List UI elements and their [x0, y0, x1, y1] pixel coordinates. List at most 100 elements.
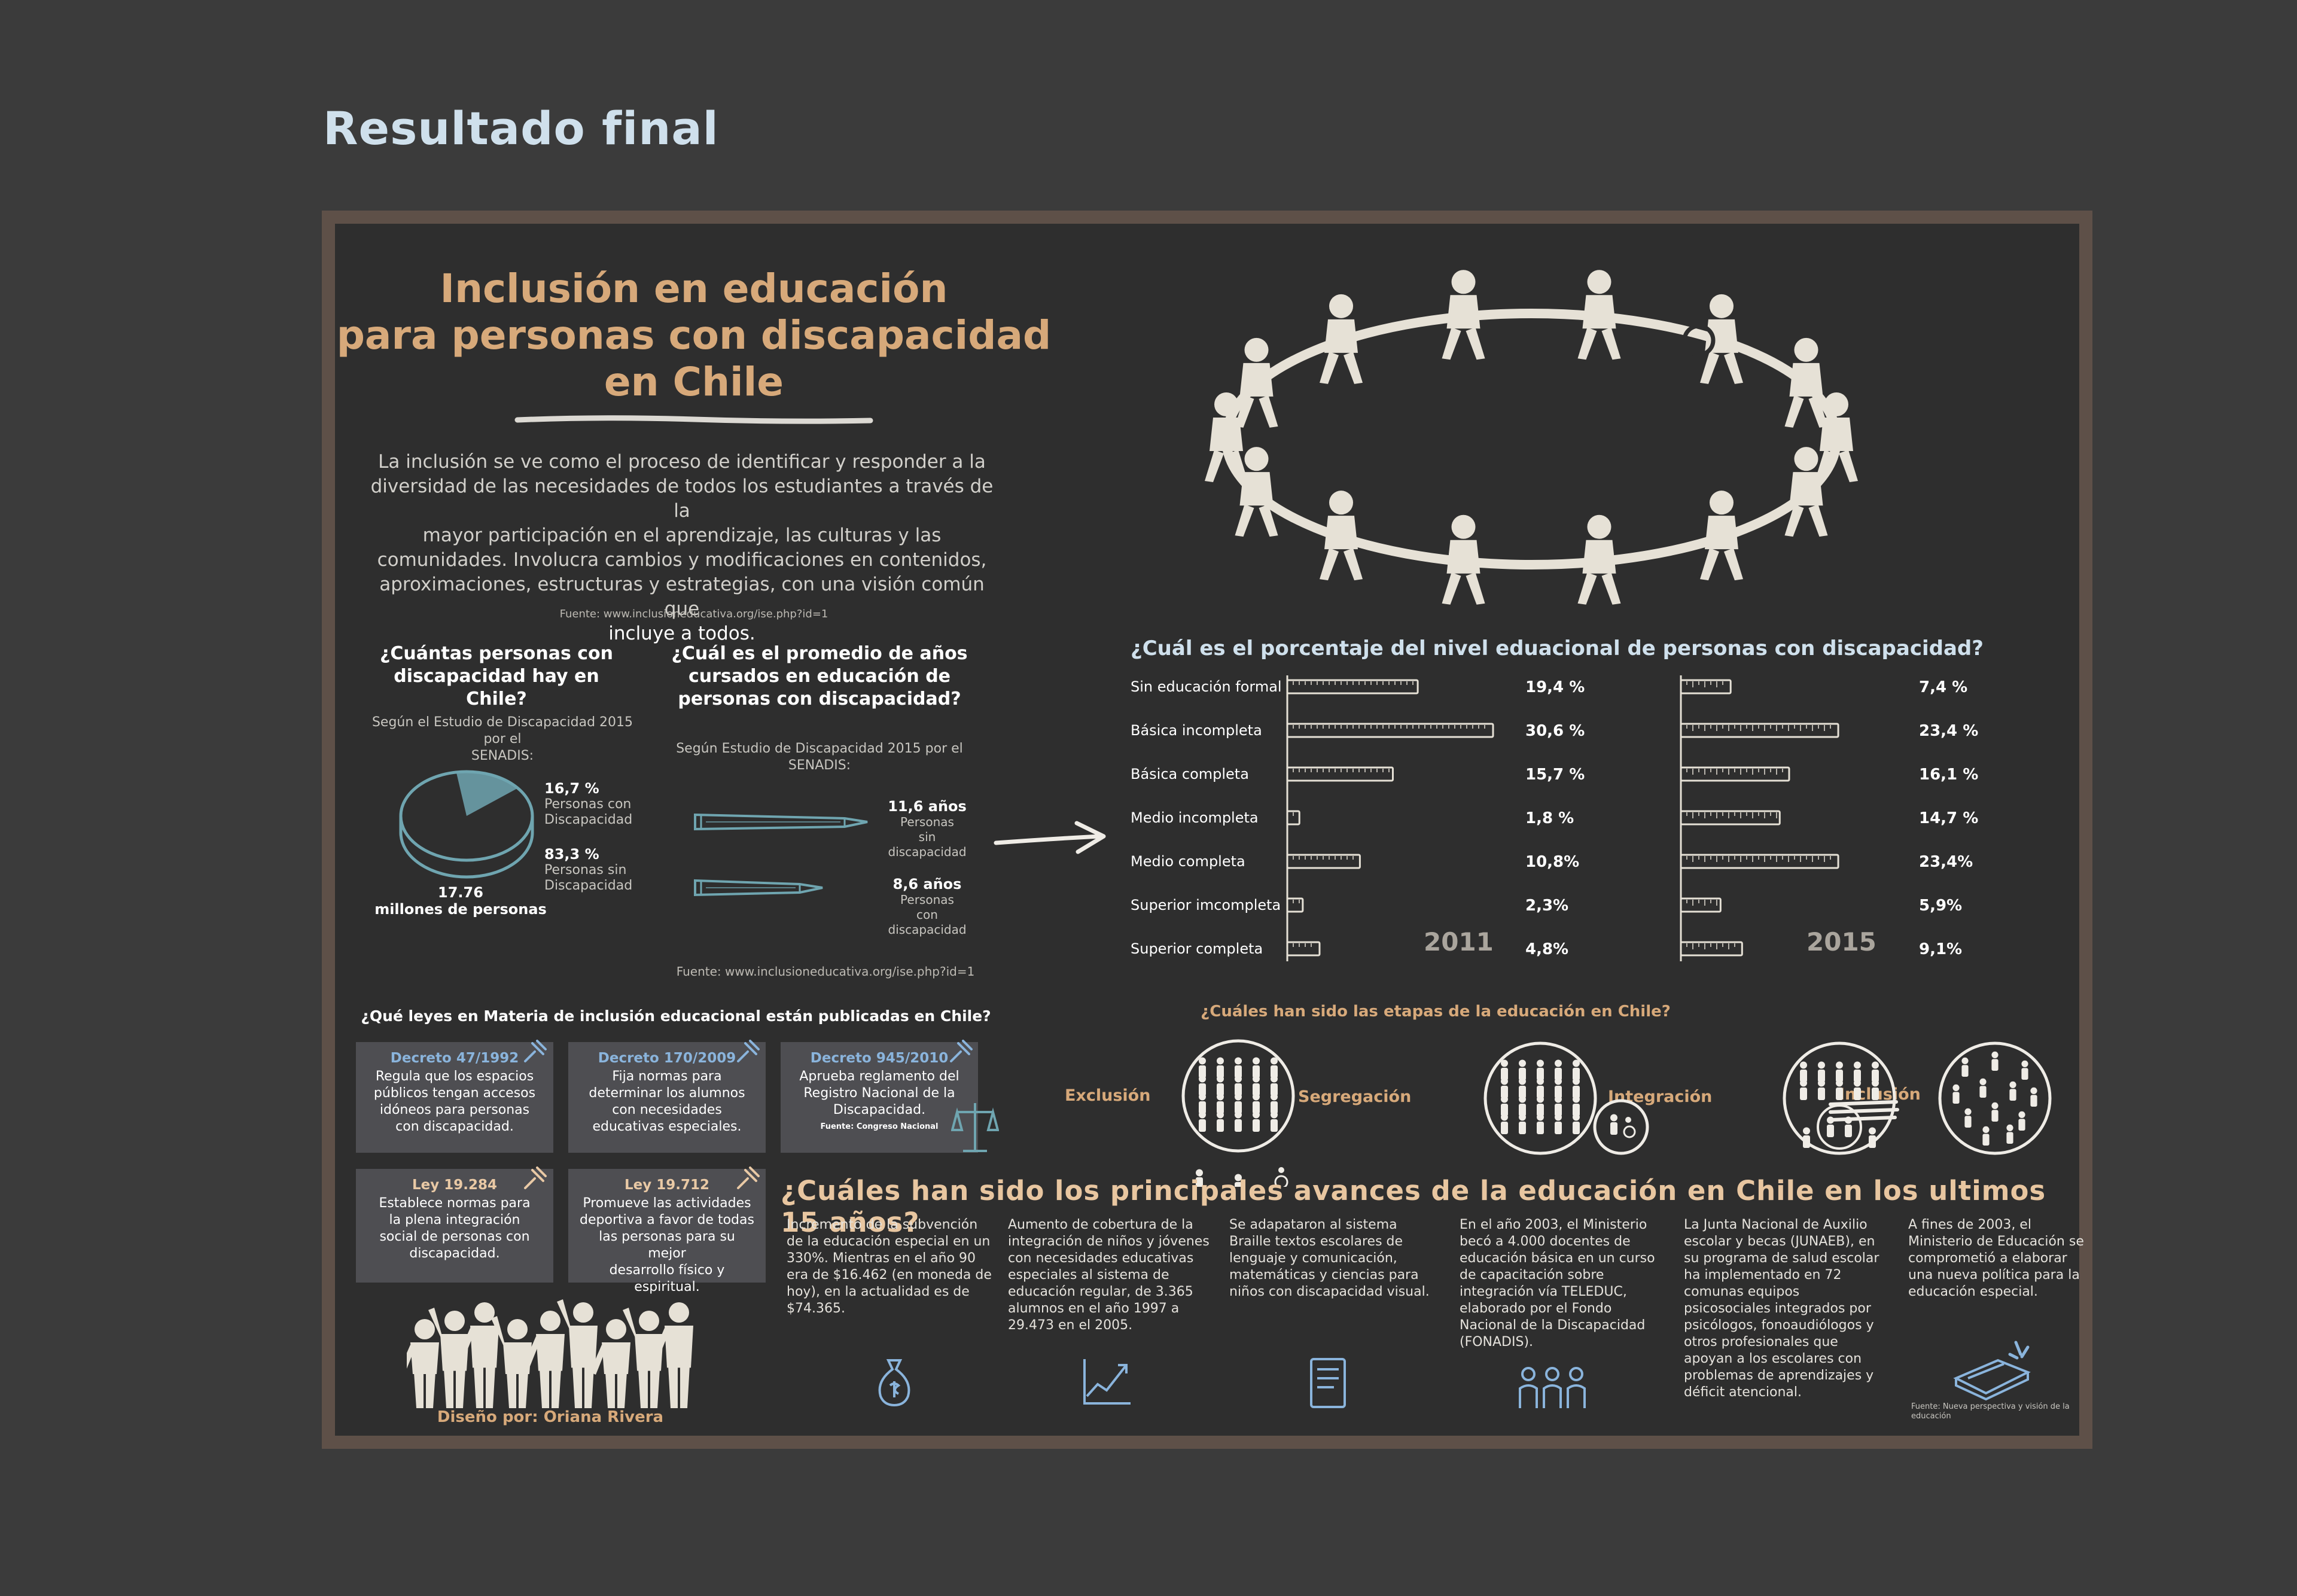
pin-icon — [737, 1166, 760, 1189]
advance-line: En el año 2003, el Ministerio — [1460, 1217, 1647, 1232]
justice-scale-icon — [951, 1103, 999, 1152]
advances-source: Fuente: Nueva perspectiva y visión de la… — [1911, 1402, 2091, 1421]
advance-line: Ministerio de Educación se — [1908, 1234, 2084, 1249]
person-icon — [1235, 1111, 1242, 1132]
law-title: Decreto 945/2010 — [810, 1050, 949, 1066]
advance-line: otros profesionales que — [1684, 1335, 1838, 1350]
bar-category-label: Medio incompleta — [1131, 809, 1259, 826]
law-title: Decreto 47/1992 — [390, 1050, 519, 1066]
dancing-figure — [1577, 514, 1621, 605]
person-icon — [2006, 1124, 2013, 1144]
person-icon — [1519, 1077, 1526, 1098]
person-icon — [1818, 1061, 1825, 1082]
law-line: Discapacidad. — [833, 1102, 926, 1117]
bar-2011 — [1286, 679, 1419, 695]
law-line: con necesidades — [612, 1102, 722, 1117]
person-icon — [1952, 1084, 1960, 1104]
stat-disability: 16,7 % Personas con Discapacidad — [544, 780, 664, 828]
note-line: Según el Estudio de Discapacidad 2015 po… — [371, 715, 633, 747]
law-line: públicos tengan accesos — [373, 1086, 536, 1101]
pencil-bars — [694, 813, 868, 897]
pie-slice-disability — [456, 772, 518, 816]
person-icon — [2030, 1087, 2037, 1107]
person-icon — [1199, 1075, 1206, 1096]
person-icon — [1854, 1061, 1861, 1082]
policy-book-icon — [1953, 1341, 2031, 1401]
law-card-ley-19284: Ley 19.284 Establece normas para la plen… — [356, 1169, 553, 1283]
person-icon — [1979, 1078, 1987, 1098]
law-line: Fija normas para — [612, 1069, 722, 1084]
bar-2011 — [1286, 941, 1321, 957]
group-person-figure — [623, 1308, 663, 1408]
question-line: ¿Cuál es el promedio de años — [671, 643, 968, 664]
bar-value-label: 23,4 % — [1919, 722, 1978, 740]
advance-line: lenguaje y comunicación, — [1229, 1251, 1397, 1266]
advance-column-braille: Se adapataron al sistema Braille textos … — [1229, 1217, 1451, 1300]
law-line: deportiva a favor de todas — [580, 1213, 754, 1228]
person-icon — [1610, 1114, 1617, 1135]
dancing-figure — [1320, 491, 1363, 581]
person-icon — [1501, 1113, 1508, 1134]
stat-label: Personas con — [544, 797, 632, 812]
pencil-bar-with-disability — [694, 879, 823, 897]
pin-icon — [737, 1040, 760, 1062]
bar-2015 — [1680, 941, 1743, 957]
advance-column-policy: A fines de 2003, el Ministerio de Educac… — [1908, 1217, 2100, 1300]
advance-line: ha implementado en 72 — [1684, 1268, 1842, 1283]
title-line: para personas con discapacidad — [336, 312, 1052, 358]
law-line: Aprueba reglamento del — [799, 1069, 959, 1084]
years-question: ¿Cuál es el promedio de años cursados en… — [670, 642, 969, 711]
designer-credit: Diseño por: Oriana Rivera — [437, 1408, 664, 1426]
person-icon — [1854, 1079, 1861, 1100]
law-line: determinar los alumnos — [589, 1086, 745, 1101]
pin-icon — [950, 1040, 973, 1062]
law-title: Decreto 170/2009 — [598, 1050, 736, 1066]
person-icon — [1217, 1093, 1224, 1114]
intro-source: Fuente: www.inclusioneducativa.org/ise.p… — [559, 608, 828, 620]
person-icon — [1836, 1079, 1843, 1100]
person-icon — [1872, 1061, 1879, 1082]
bar-category-label: Básica incompleta — [1131, 722, 1262, 739]
person-icon — [1573, 1095, 1580, 1116]
stage-label-segregation: Segregación — [1298, 1088, 1412, 1106]
pencil-bar-without-disability — [694, 813, 868, 831]
bar-value-label: 23,4% — [1919, 853, 1973, 871]
bar-value-label: 2,3% — [1525, 897, 1568, 915]
person-icon — [1836, 1061, 1843, 1082]
person-icon — [1573, 1077, 1580, 1098]
person-icon — [1196, 1169, 1203, 1187]
years-label: con — [916, 907, 938, 922]
stage-exclusion-circle — [1181, 1039, 1295, 1153]
dancing-figure — [1784, 447, 1828, 537]
person-icon — [1217, 1075, 1224, 1096]
person-icon — [1991, 1102, 1999, 1122]
person-icon — [1217, 1111, 1224, 1132]
advance-line: alumnos en el año 1997 a — [1008, 1301, 1180, 1316]
wheelchair-icon — [1274, 1167, 1288, 1187]
dancing-figure — [1699, 491, 1743, 581]
chalk-underline — [514, 415, 873, 424]
person-icon — [1964, 1108, 1972, 1128]
law-card-decreto-47: Decreto 47/1992 Regula que los espacios … — [356, 1042, 553, 1153]
bar-value-label: 16,1 % — [1919, 766, 1978, 784]
person-icon — [1271, 1093, 1278, 1114]
person-icon — [1235, 1174, 1242, 1187]
intro-line: La inclusión se ve como el proceso de id… — [378, 451, 986, 473]
stage-label-integration: Integración — [1608, 1088, 1713, 1106]
bar-category-label: Sin educación formal — [1131, 678, 1282, 695]
bar-value-label: 9,1% — [1919, 940, 1962, 958]
advance-line: de capacitación sobre — [1460, 1268, 1604, 1283]
stage-segregation-circle — [1483, 1041, 1597, 1155]
people-circle-illustration — [1205, 270, 1858, 605]
advance-line: una nueva política para la — [1908, 1268, 2080, 1283]
people-count-note: Según el Estudio de Discapacidad 2015 po… — [365, 714, 640, 765]
person-icon — [1501, 1077, 1508, 1098]
advance-line: Incremento de la subvención — [787, 1217, 978, 1232]
stat-no-disability: 83,3 % Personas sin Discapacidad — [544, 846, 664, 894]
intro-line: comunidades. Involucra cambios y modific… — [377, 549, 987, 571]
education-level-chart: Sin educación formal Básica incompleta Bás… — [1131, 675, 2064, 986]
bar-2011 — [1286, 854, 1361, 869]
advance-line: integración vía TELEDUC, — [1460, 1284, 1627, 1299]
person-icon — [1235, 1093, 1242, 1114]
dancing-figure — [1784, 337, 1828, 428]
